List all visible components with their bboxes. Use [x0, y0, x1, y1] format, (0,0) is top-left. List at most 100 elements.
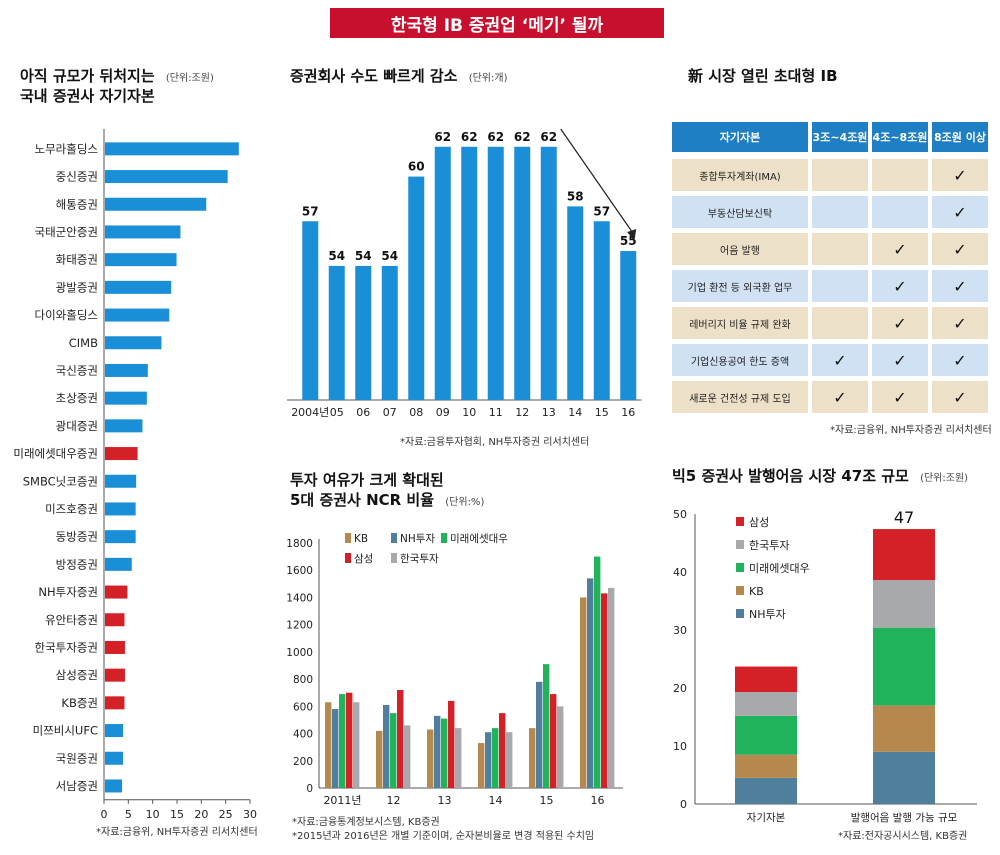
check-icon: ✓ [953, 387, 967, 407]
ib-check-cell: ✓ [872, 381, 928, 413]
ncr-chart: 0 200 400 600 800 1000 1200 1400 1600 1800 2011년 12… [286, 533, 623, 807]
x-tick-label: 05 [330, 406, 344, 419]
bar [567, 206, 584, 400]
trend-arrow-head [627, 229, 637, 241]
legend-swatch [391, 553, 397, 563]
ib-check-cell: ✓ [932, 381, 988, 413]
ib-table-row: 기업신용공여 한도 증액 ✓ ✓ ✓ [672, 344, 988, 376]
check-icon: ✓ [893, 313, 907, 333]
check-icon: ✓ [953, 165, 967, 185]
x-tick-label: 16 [591, 794, 605, 807]
x-tick-label: 16 [621, 406, 635, 419]
x-tick-label: 14 [568, 406, 582, 419]
ib-check-cell: ✓ [812, 381, 868, 413]
x-tick-label: 10 [146, 808, 160, 821]
bar [601, 593, 608, 788]
legend-swatch [736, 540, 744, 549]
x-tick-label: 10 [462, 406, 476, 419]
ib-check-cell: ✓ [932, 196, 988, 228]
ib-table-header: 자기자본 3조~4조원 4조~8조원 8조원 이상 [672, 122, 988, 154]
ib-row-label: 부동산담보신탁 [672, 196, 808, 228]
bill-chart: 0 10 20 30 40 50 자기자본 발행어음 발행 가능 규모 47 삼성한국투자미래에셋… [673, 508, 977, 824]
ncr-source-line2: *2015년과 2016년은 개별 기준이며, 순자본비율로 변경 적용된 수치… [292, 831, 595, 842]
y-tick-label: 600 [293, 701, 313, 713]
check-icon: ✓ [953, 239, 967, 259]
bar [434, 146, 451, 400]
ib-check-cell: ✓ [872, 344, 928, 376]
legend-label: 삼성 [354, 553, 373, 565]
ib-row-label: 기업신용공여 한도 증액 [672, 344, 808, 376]
y-tick-label: 400 [293, 729, 313, 741]
ncr-title: 투자 여유가 크게 확대된 5대 증권사 NCR 비율 (단위:%) [290, 470, 484, 511]
x-tick-label: 20 [194, 808, 208, 821]
x-tick-label: 08 [409, 406, 423, 419]
bar [325, 702, 332, 788]
total-value-label: 47 [894, 508, 914, 527]
bar [328, 265, 345, 400]
value-label: 62 [434, 130, 451, 144]
ib-table-row: 종합투자계좌(IMA) ✓ [672, 159, 988, 191]
value-label: 57 [302, 204, 319, 218]
x-tick-label: 15 [540, 794, 554, 807]
bar [105, 502, 136, 516]
bar [594, 556, 601, 788]
legend-swatch [345, 533, 351, 543]
ncr-title-line2: 5대 증권사 NCR 비율 [290, 491, 435, 510]
bill-title-text: 빅5 증권사 발행어음 시장 47조 규모 [672, 467, 909, 485]
ib-check-cell [812, 270, 868, 302]
ib-row-label: 새로운 건전성 규제 도입 [672, 381, 808, 413]
category-label: 국원증권 [56, 751, 98, 765]
bar [105, 751, 124, 765]
bar [105, 474, 137, 488]
category-label: 미쯔비시UFC [33, 724, 98, 738]
trend-arrow-line [560, 128, 635, 236]
ib-table-row: 부동산담보신탁 ✓ [672, 196, 988, 228]
category-label: 동방증권 [56, 530, 98, 544]
value-label: 62 [487, 130, 504, 144]
bar-segment [873, 751, 935, 804]
bar [499, 713, 506, 788]
bar [105, 280, 172, 294]
count-title: 증권회사 수도 빠르게 감소 (단위:개) [290, 66, 507, 86]
category-label: 국태군안증권 [35, 225, 98, 239]
capital-title-line2: 국내 증권사 자기자본 [20, 87, 155, 106]
bar [302, 221, 319, 400]
bar-segment [873, 705, 935, 752]
y-tick-label: 1000 [286, 647, 313, 659]
category-label: 한국투자증권 [35, 640, 98, 654]
y-tick-label: 20 [673, 682, 687, 695]
bar [105, 336, 162, 350]
x-tick-label: 13 [542, 406, 556, 419]
y-tick-label: 50 [673, 508, 687, 521]
ib-check-cell: ✓ [872, 270, 928, 302]
bar-segment [873, 627, 935, 706]
bar [593, 221, 610, 400]
y-tick-label: 40 [673, 566, 687, 579]
category-label: 초상증권 [56, 391, 98, 405]
ib-table: 자기자본 3조~4조원 4조~8조원 8조원 이상 종합투자계좌(IMA) ✓ 부동… [672, 122, 988, 418]
ib-check-cell: ✓ [932, 233, 988, 265]
ncr-title-line1: 투자 여유가 크게 확대된 [290, 471, 444, 489]
y-tick-label: 1400 [286, 592, 313, 604]
bar [105, 613, 125, 627]
ib-check-cell: ✓ [932, 307, 988, 339]
category-label: NH투자증권 [38, 585, 98, 599]
bar [506, 732, 513, 788]
bar [105, 419, 143, 433]
bar [105, 391, 147, 405]
bar [397, 690, 404, 788]
bar-segment [735, 692, 797, 716]
x-tick-label: 30 [243, 808, 257, 821]
y-tick-label: 0 [680, 798, 687, 811]
legend-swatch [736, 609, 744, 618]
legend-label: NH투자 [400, 533, 435, 545]
bar [434, 715, 441, 788]
bar [485, 732, 492, 788]
bar [620, 251, 637, 400]
legend-label: 삼성 [749, 516, 769, 529]
x-tick-label: 2011년 [323, 794, 361, 807]
y-tick-label: 800 [293, 674, 313, 686]
ib-check-cell [812, 307, 868, 339]
check-icon: ✓ [953, 350, 967, 370]
